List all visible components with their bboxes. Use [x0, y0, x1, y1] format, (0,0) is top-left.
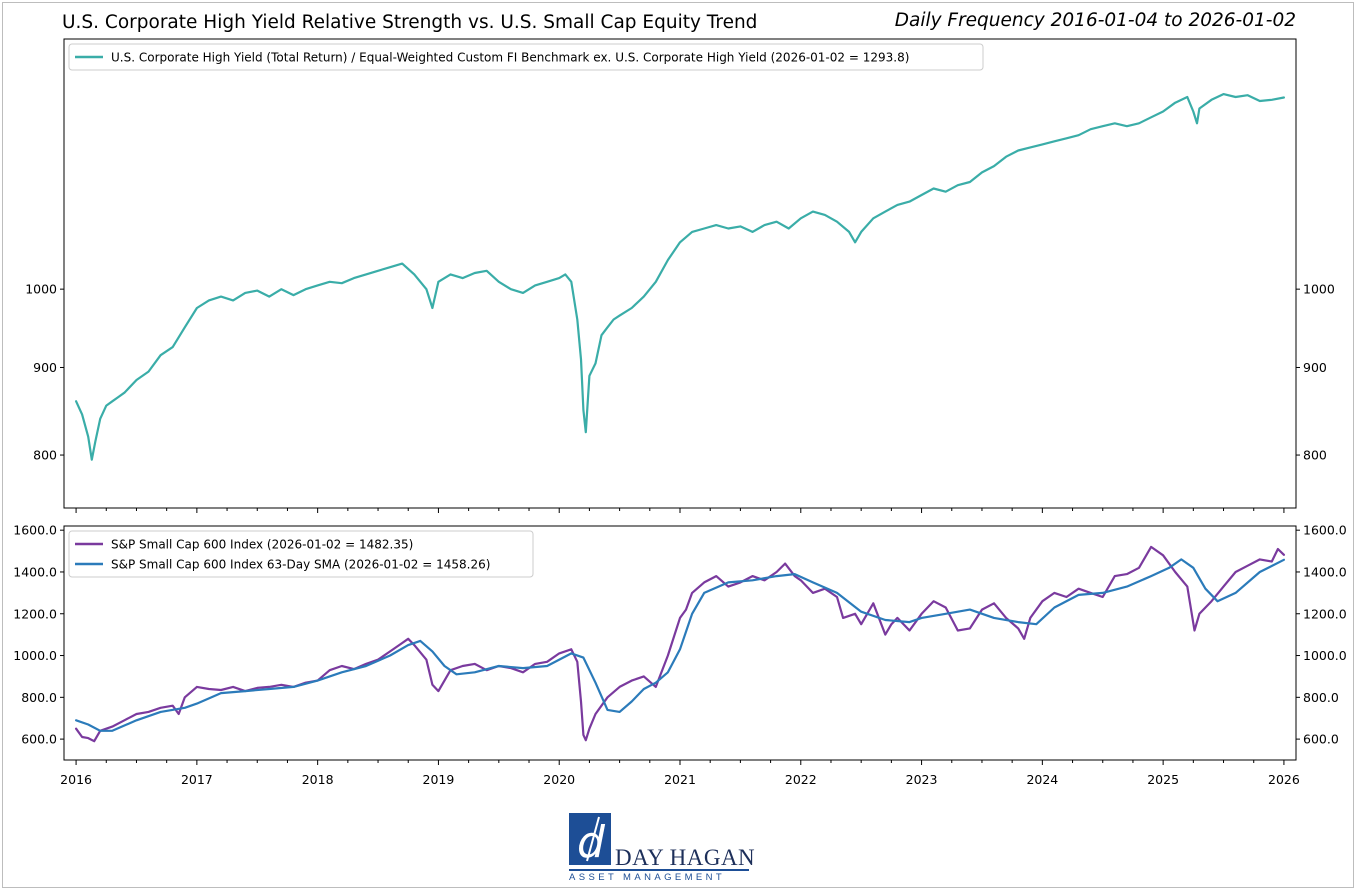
x-tick-label: 2022 [785, 772, 817, 787]
y-tick-label-left-top: 1000 [25, 282, 57, 297]
legend-label-bottom-1: S&P Small Cap 600 Index 63-Day SMA (2026… [111, 558, 490, 572]
series-line-top-0 [74, 92, 1286, 461]
y-tick-label-left-bottom: 1600.0 [13, 523, 57, 538]
x-tick-label: 2021 [664, 772, 696, 787]
logo-tagline: ASSET MANAGEMENT [569, 872, 726, 883]
y-tick-label-left-top: 800 [33, 448, 57, 463]
logo-mark-icon: d [569, 813, 611, 868]
y-tick-label-right-bottom: 1600.0 [1303, 523, 1347, 538]
series-line-bottom-1 [74, 558, 1286, 732]
x-tick-label: 2018 [302, 772, 334, 787]
y-tick-label-left-bottom: 600.0 [21, 732, 57, 747]
y-tick-label-left-bottom: 1200.0 [13, 606, 57, 621]
chart-title: U.S. Corporate High Yield Relative Stren… [62, 12, 758, 33]
x-tick-label: 2017 [181, 772, 213, 787]
y-tick-label-right-top: 900 [1303, 360, 1327, 375]
y-tick-label-left-bottom: 1400.0 [13, 564, 57, 579]
x-tick-label: 2023 [906, 772, 938, 787]
logo-rule [569, 869, 749, 871]
y-tick-label-right-bottom: 1000.0 [1303, 648, 1347, 663]
legend-label-top-0: U.S. Corporate High Yield (Total Return)… [111, 51, 909, 65]
x-tick-label: 2020 [543, 772, 575, 787]
logo-name: DAY HAGAN [615, 845, 756, 870]
day-hagan-logo: d DAY HAGAN ASSET MANAGEMENT [569, 813, 759, 883]
y-tick-label-right-top: 800 [1303, 448, 1327, 463]
y-tick-label-left-top: 900 [33, 360, 57, 375]
y-tick-label-right-bottom: 800.0 [1303, 690, 1339, 705]
series-line-bottom-0 [74, 545, 1286, 743]
x-tick-label: 2019 [423, 772, 455, 787]
legend-box-bottom [68, 530, 534, 578]
legend-label-bottom-0: S&P Small Cap 600 Index (2026-01-02 = 14… [111, 538, 413, 552]
chart-subtitle: Daily Frequency 2016-01-04 to 2026-01-02 [894, 10, 1296, 31]
legend-box-top [68, 43, 984, 71]
x-tick-label: 2026 [1268, 772, 1300, 787]
x-tick-label: 2024 [1026, 772, 1058, 787]
x-tick-label: 2025 [1147, 772, 1179, 787]
x-tick-label: 2016 [60, 772, 92, 787]
y-tick-label-right-bottom: 1400.0 [1303, 564, 1347, 579]
y-tick-label-right-top: 1000 [1303, 282, 1335, 297]
y-tick-label-left-bottom: 1000.0 [13, 648, 57, 663]
y-tick-label-left-bottom: 800.0 [21, 690, 57, 705]
plot-frame-top [63, 38, 1297, 509]
y-tick-label-right-bottom: 1200.0 [1303, 606, 1347, 621]
y-tick-label-right-bottom: 600.0 [1303, 732, 1339, 747]
